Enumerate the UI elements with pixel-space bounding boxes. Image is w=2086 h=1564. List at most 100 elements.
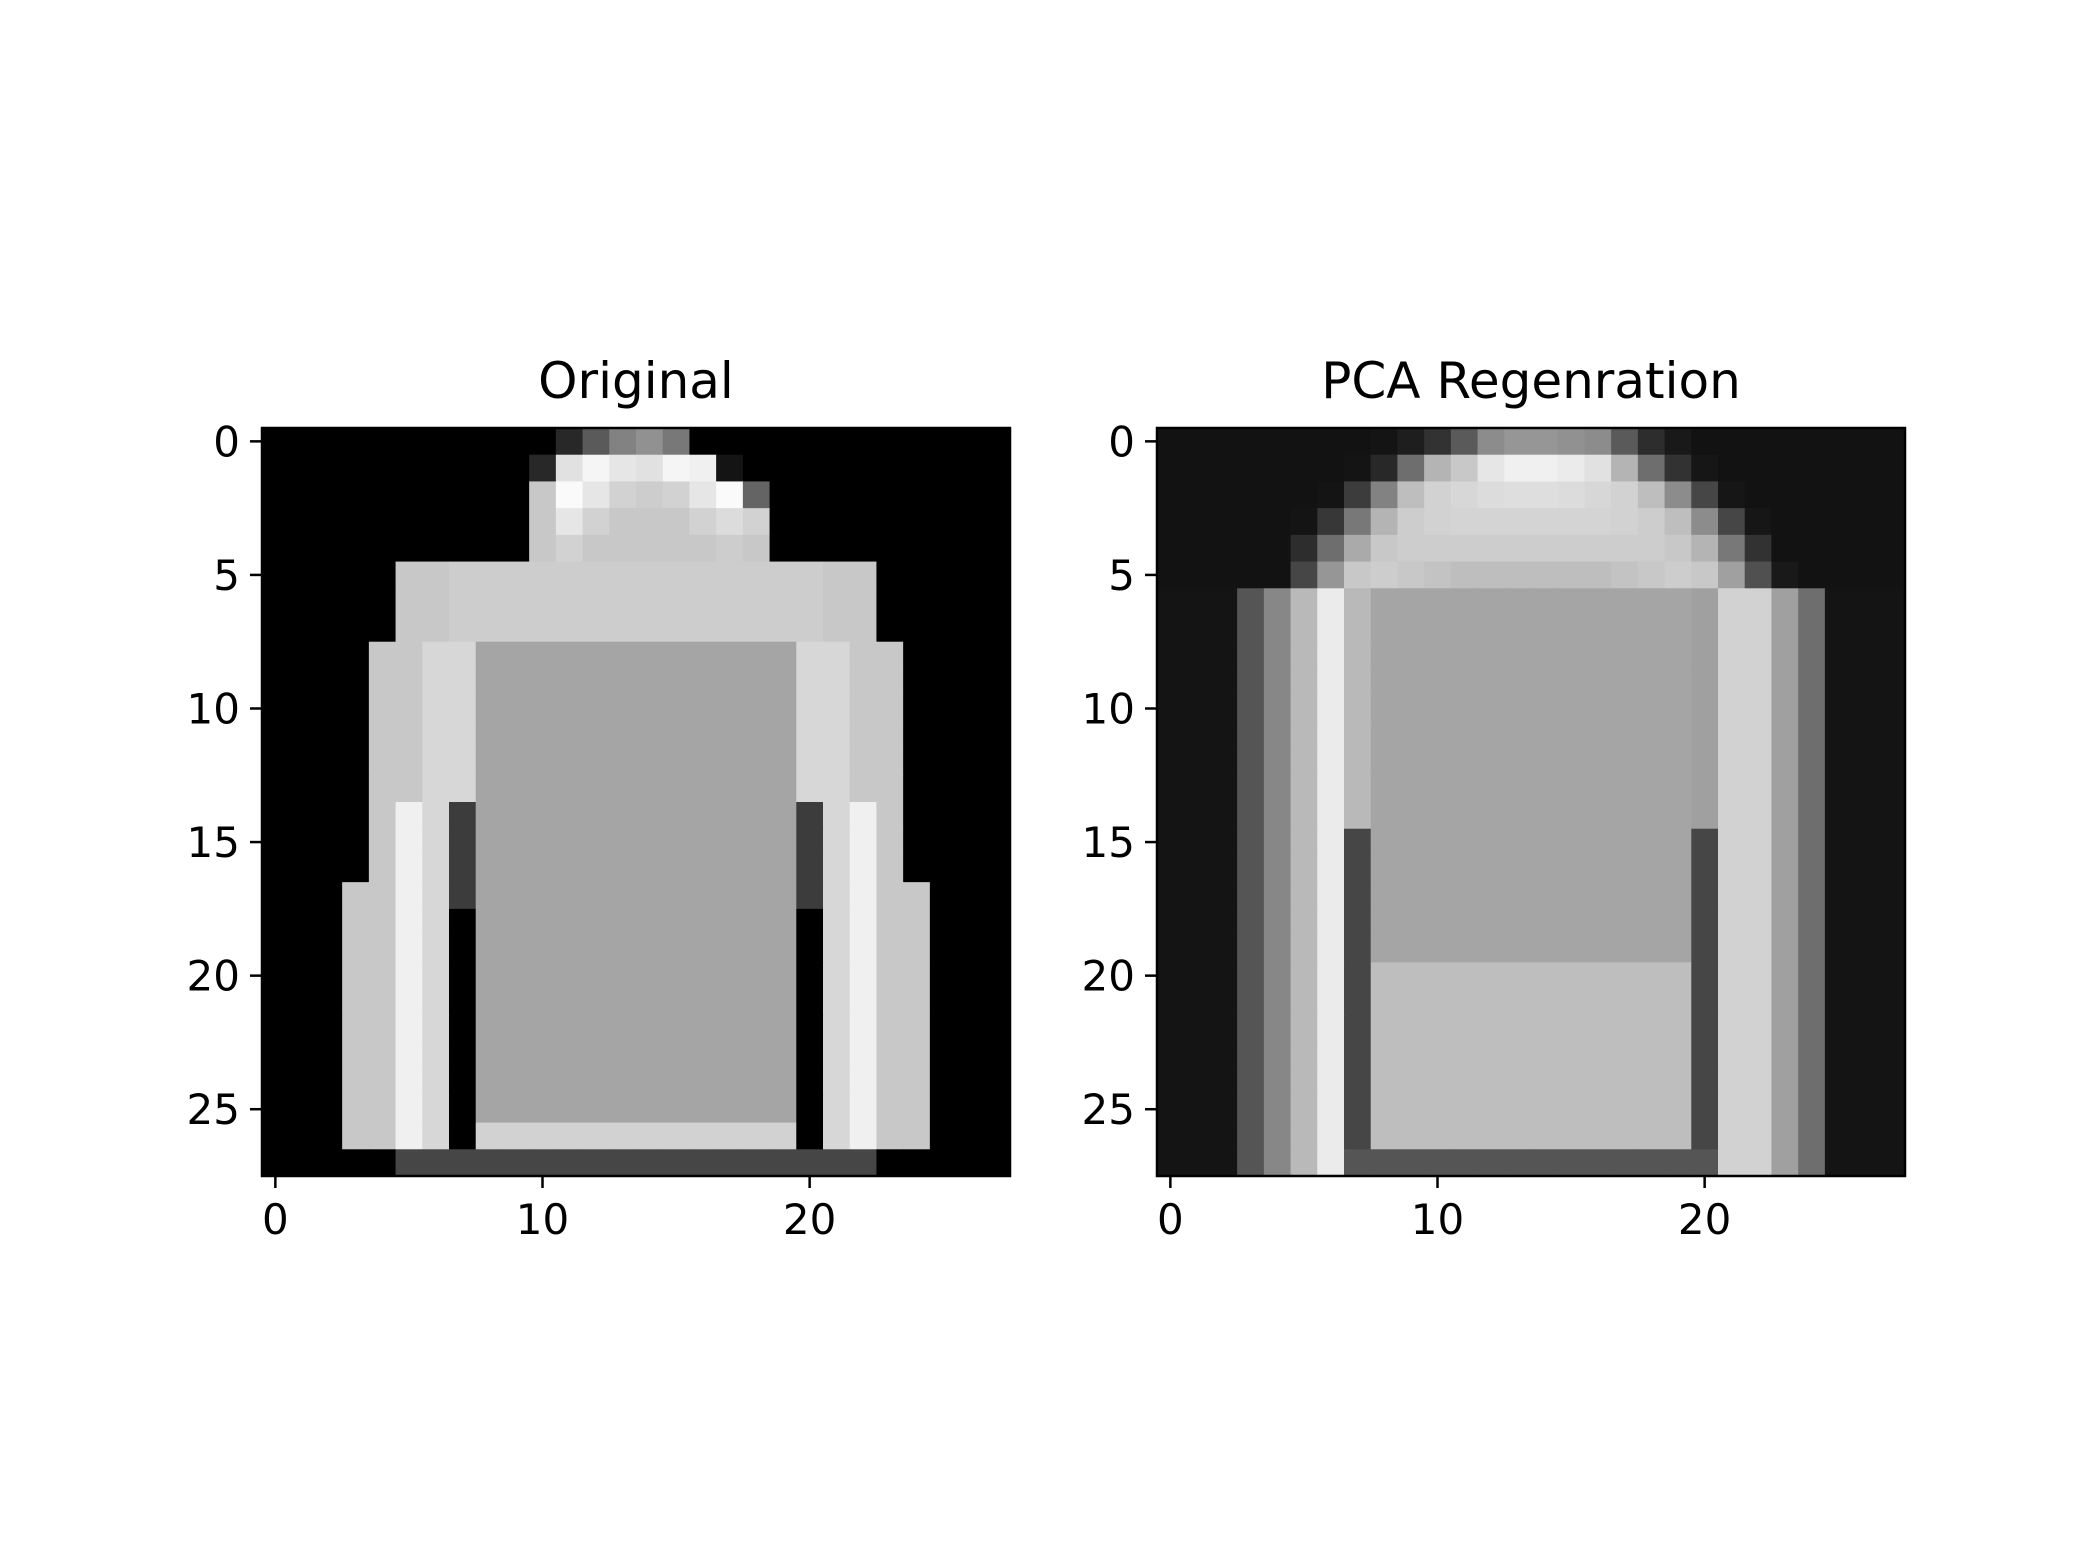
pixel-cell <box>502 855 530 883</box>
pixel-cell <box>1210 588 1238 616</box>
pixel-cell <box>1664 641 1692 670</box>
pixel-cell <box>1477 1095 1505 1124</box>
pixel-cell <box>929 775 958 803</box>
pixel-cell <box>288 908 317 937</box>
pixel-cell <box>1771 1042 1799 1070</box>
pixel-cell <box>1798 1122 1826 1150</box>
pixel-cell <box>555 989 584 1017</box>
pixel-cell <box>769 1069 797 1097</box>
pixel-cell <box>582 935 610 963</box>
pixel-cell <box>422 695 450 723</box>
pixel-cell <box>1798 588 1826 616</box>
pixel-cell <box>849 428 878 456</box>
pixel-cell <box>742 1042 771 1070</box>
pixel-cell <box>1531 748 1559 776</box>
pixel-cell <box>1798 561 1826 589</box>
pixel-cell <box>796 1015 824 1044</box>
pixel-cell <box>288 588 317 616</box>
pixel-cell <box>315 534 343 563</box>
pixel-cell <box>1878 428 1906 456</box>
pixel-cell <box>555 615 584 643</box>
pixel-cell <box>903 454 931 483</box>
pixel-cell <box>1531 534 1559 563</box>
pixel-cell <box>1531 561 1559 589</box>
pixel-cell <box>1611 428 1639 456</box>
pixel-cell <box>1744 775 1773 803</box>
pixel-cell <box>662 775 691 803</box>
pixel-cell <box>1450 1095 1479 1124</box>
pixel-cell <box>1210 454 1238 483</box>
pixel-cell <box>876 534 904 563</box>
pixel-cell <box>315 481 343 509</box>
pca-regeneration-image <box>1157 428 1906 1177</box>
pixel-cell <box>1718 775 1746 803</box>
pixel-cell <box>475 561 504 589</box>
x-tick-label: 20 <box>1678 1195 1731 1244</box>
pixel-cell <box>1611 828 1639 857</box>
pixel-cell <box>1370 855 1399 883</box>
pixel-cell <box>1317 855 1345 883</box>
pixel-cell <box>395 588 423 616</box>
pixel-cell <box>449 695 477 723</box>
pixel-cell <box>1637 935 1666 963</box>
pixel-cell <box>1344 641 1372 670</box>
pixel-cell <box>582 428 610 456</box>
pixel-cell <box>1851 962 1879 990</box>
pixel-cell <box>1878 748 1906 776</box>
pixel-cell <box>636 1042 664 1070</box>
pixel-cell <box>288 882 317 910</box>
pixel-cell <box>956 1122 984 1150</box>
pixel-cell <box>1237 588 1265 616</box>
pixel-cell <box>769 428 797 456</box>
pixel-cell <box>1344 935 1372 963</box>
pixel-cell <box>1851 1069 1879 1097</box>
pixel-cell <box>1183 1149 1212 1177</box>
original-title: Original <box>538 352 734 410</box>
pixel-cell <box>315 962 343 990</box>
pixel-cell <box>1370 615 1399 643</box>
pixel-cell <box>422 561 450 589</box>
pixel-cell <box>1531 1015 1559 1044</box>
pixel-cell <box>1183 588 1212 616</box>
pixel-cell <box>956 802 984 830</box>
pixel-cell <box>716 748 744 776</box>
pixel-cell <box>288 508 317 536</box>
pixel-cell <box>1611 641 1639 670</box>
pixel-cell <box>262 828 290 857</box>
pixel-cell <box>1664 828 1692 857</box>
pixel-cell <box>368 534 397 563</box>
pixel-cell <box>796 989 824 1017</box>
pixel-cell <box>1798 855 1826 883</box>
pixel-cell <box>555 508 584 536</box>
pixel-cell <box>1210 561 1238 589</box>
pixel-cell <box>823 481 851 509</box>
pixel-cell <box>395 828 423 857</box>
pixel-cell <box>1344 695 1372 723</box>
pixel-cell <box>929 882 958 910</box>
pixel-cell <box>1557 908 1586 937</box>
pixel-cell <box>742 481 771 509</box>
pixel-cell <box>1691 962 1719 990</box>
pixel-cell <box>395 802 423 830</box>
pixel-cell <box>1450 1069 1479 1097</box>
pixel-cell <box>636 908 664 937</box>
pixel-cell <box>1344 615 1372 643</box>
pixel-cell <box>929 1069 958 1097</box>
pixel-cell <box>1824 989 1853 1017</box>
y-tick-label: 15 <box>1082 818 1135 867</box>
pixel-cell <box>1263 1095 1292 1124</box>
pixel-cell <box>422 802 450 830</box>
pixel-cell <box>929 1015 958 1044</box>
pixel-cell <box>1504 454 1532 483</box>
pixel-cell <box>315 1042 343 1070</box>
pixel-cell <box>1397 989 1425 1017</box>
pixel-cell <box>1798 454 1826 483</box>
pixel-cell <box>1771 428 1799 456</box>
pixel-cell <box>716 828 744 857</box>
pixel-cell <box>636 802 664 830</box>
pixel-cell <box>1370 882 1399 910</box>
pixel-cell <box>903 855 931 883</box>
pixel-cell <box>1718 641 1746 670</box>
pixel-cell <box>876 561 904 589</box>
pixel-cell <box>716 1042 744 1070</box>
